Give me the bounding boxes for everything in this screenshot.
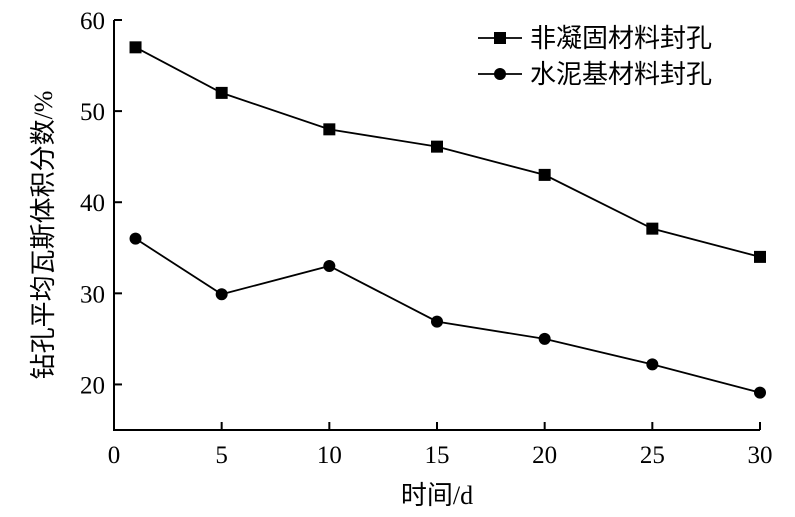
y-axis-title: 钻孔平均瓦斯体积分数/%	[29, 91, 58, 380]
legend-label: 水泥基材料封孔	[530, 60, 712, 89]
data-point	[646, 222, 659, 235]
series-1	[129, 41, 766, 263]
data-point	[215, 86, 228, 99]
data-point	[754, 386, 766, 399]
ticks: 0 5 10 15 20 25 30 20 30 40 50 60	[80, 8, 773, 469]
legend-entry: 水泥基材料封孔	[478, 60, 712, 89]
x-axis-title: 时间/d	[401, 481, 473, 510]
x-tick-label: 10	[317, 442, 342, 469]
legend-marker	[494, 68, 506, 80]
x-tick-label: 20	[532, 442, 557, 469]
y-tick-label: 40	[80, 190, 105, 217]
data-point	[215, 288, 228, 301]
data-point	[323, 260, 336, 272]
data-point	[538, 332, 551, 345]
data-point	[129, 41, 142, 54]
legend-label: 非凝固材料封孔	[530, 24, 712, 53]
data-point	[431, 140, 443, 153]
data-point	[754, 250, 766, 263]
data-point	[323, 123, 336, 136]
series-layer	[129, 41, 766, 399]
data-point	[129, 232, 142, 245]
x-tick-label: 15	[425, 442, 450, 469]
data-point	[431, 315, 443, 328]
y-tick-label: 20	[80, 372, 105, 399]
y-tick-label: 30	[80, 281, 105, 308]
series-line	[135, 237, 761, 394]
data-point	[646, 358, 659, 371]
x-tick-label: 30	[748, 442, 773, 469]
x-tick-label: 25	[640, 442, 665, 469]
legend-marker	[494, 32, 506, 44]
y-tick-label: 50	[80, 99, 105, 126]
y-tick-label: 60	[80, 8, 105, 35]
legend-entry: 非凝固材料封孔	[478, 24, 712, 53]
x-tick-label: 5	[215, 442, 228, 469]
x-tick-label: 0	[108, 442, 121, 469]
series-2	[129, 232, 766, 399]
data-point	[538, 168, 551, 181]
